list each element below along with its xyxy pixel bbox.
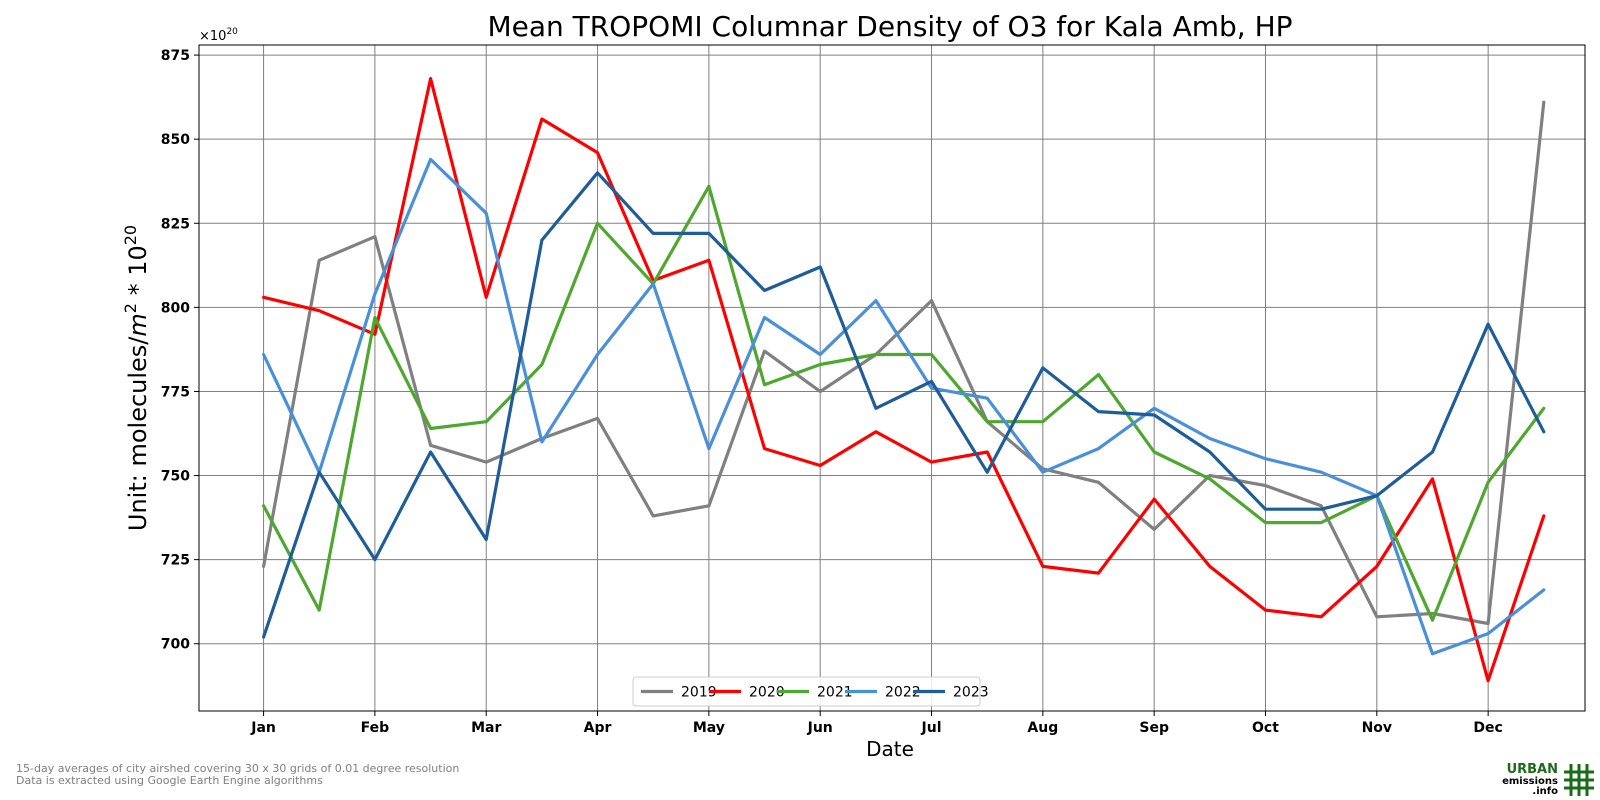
x-tick-label: Jun [807,720,833,736]
x-tick-label: Aug [1027,720,1058,736]
legend-label-2019: 2019 [681,685,717,701]
legend-label-2021: 2021 [817,685,853,701]
series-line-2023 [262,171,1546,639]
footnote-2: Data is extracted using Google Earth Eng… [16,774,323,787]
y-tick-label: 700 [161,637,190,653]
plot-area-frame [198,44,1586,712]
y-tick-label: 850 [161,132,190,148]
axes: Jan Feb Mar Apr May Jun Jul Aug Sep Oct Nov Dec 700 7… [161,48,1503,736]
y-tick-label: 775 [161,384,190,400]
x-tick-label: May [693,720,725,736]
logo-grid-icon [1564,764,1594,796]
x-tick-label: Dec [1473,720,1502,736]
x-tick-label: Nov [1362,720,1392,736]
series-line-2020 [262,76,1546,683]
x-axis-label: Date [866,737,914,761]
y-tick-label: 825 [161,216,190,232]
offset-text: ×1020 [199,27,238,44]
x-tick-label: Jul [921,720,942,736]
y-tick-label: 800 [161,300,190,316]
logo-line-2: emissions [1502,776,1558,787]
logo-line-1: URBAN [1506,762,1558,777]
y-tick-label: 725 [161,553,190,569]
x-tick-label: Sep [1139,720,1169,736]
x-tick-label: Oct [1252,720,1279,736]
legend-label-2022: 2022 [885,685,921,701]
series-lines [262,76,1546,683]
series-line-2022 [262,157,1546,656]
legend: 2019 2020 2021 2022 2023 [632,676,989,707]
logo-line-3: .info [1532,786,1558,797]
legend-label-2023: 2023 [953,685,989,701]
series-line-2021 [262,184,1546,622]
x-tick-label: Mar [471,720,501,736]
legend-label-2020: 2020 [749,685,785,701]
y-tick-label: 875 [161,48,190,64]
x-tick-label: Jan [250,720,276,736]
y-axis-label: Unit: molecules/m2 * 1020 [121,225,152,531]
x-tick-label: Apr [584,720,612,736]
series-line-2019 [262,100,1546,626]
y-tick-label: 750 [161,469,190,485]
grid [199,45,1585,711]
x-tick-label: Feb [361,720,390,736]
chart-title: Mean TROPOMI Columnar Density of O3 for … [487,10,1292,43]
footnote-1: 15-day averages of city airshed covering… [16,762,460,775]
